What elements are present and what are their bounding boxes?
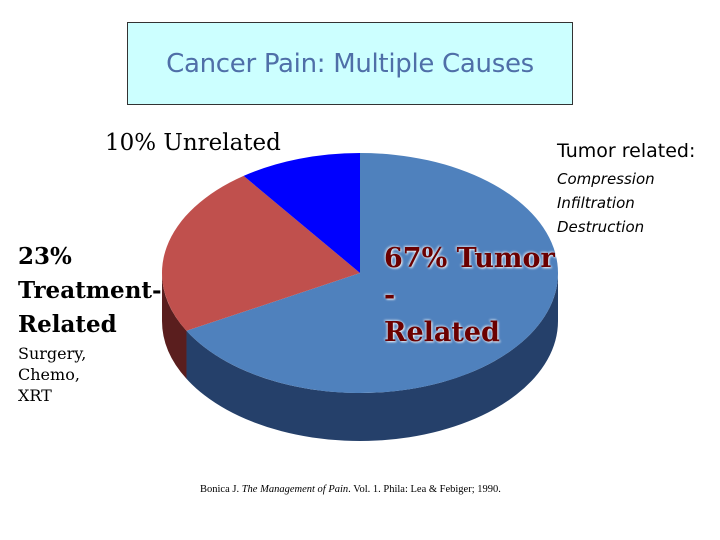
tumor-detail-infiltration: Infiltration — [557, 194, 635, 212]
treatment-detail-xrt: XRT — [18, 386, 52, 405]
treatment-details: Surgery, Chemo, XRT — [18, 343, 86, 406]
citation-book: The Management of Pain — [241, 484, 349, 495]
label-tumor-line2: - — [384, 280, 396, 311]
citation-rest: . Vol. 1. Phila: Lea & Febiger; 1990. — [348, 484, 501, 495]
tumor-detail-destruction: Destruction — [557, 218, 645, 236]
slide-title: Cancer Pain: Multiple Causes — [166, 48, 534, 79]
tumor-detail-compression: Compression — [557, 170, 655, 188]
label-treatment-name: Treatment- — [18, 277, 162, 304]
pie-side-0-0 — [186, 273, 558, 441]
label-tumor-line3: Related — [384, 317, 500, 348]
treatment-detail-chemo: Chemo, — [18, 365, 80, 384]
label-tumor-related: 67% Tumor - Related — [384, 240, 555, 351]
tumor-heading: Tumor related: — [557, 140, 696, 162]
label-tumor-line1: 67% Tumor — [384, 243, 555, 274]
title-box: Cancer Pain: Multiple Causes — [127, 22, 573, 105]
treatment-detail-surgery: Surgery, — [18, 344, 87, 363]
pie-slice-1 — [161, 175, 360, 331]
pie-slice-2 — [243, 153, 360, 273]
pie-side-1-0 — [162, 273, 187, 379]
citation-author: Bonica J. — [200, 484, 240, 495]
citation: Bonica J. The Management of Pain. Vol. 1… — [200, 484, 501, 495]
label-treatment-name2: Related — [18, 311, 117, 338]
label-treatment: 23% Treatment- Related — [18, 240, 168, 342]
label-treatment-pct: 23% — [18, 243, 72, 270]
tumor-details: Compression Infiltration Destruction — [557, 167, 655, 239]
label-unrelated: 10% Unrelated — [105, 130, 281, 156]
pie-slice-0 — [186, 153, 558, 394]
